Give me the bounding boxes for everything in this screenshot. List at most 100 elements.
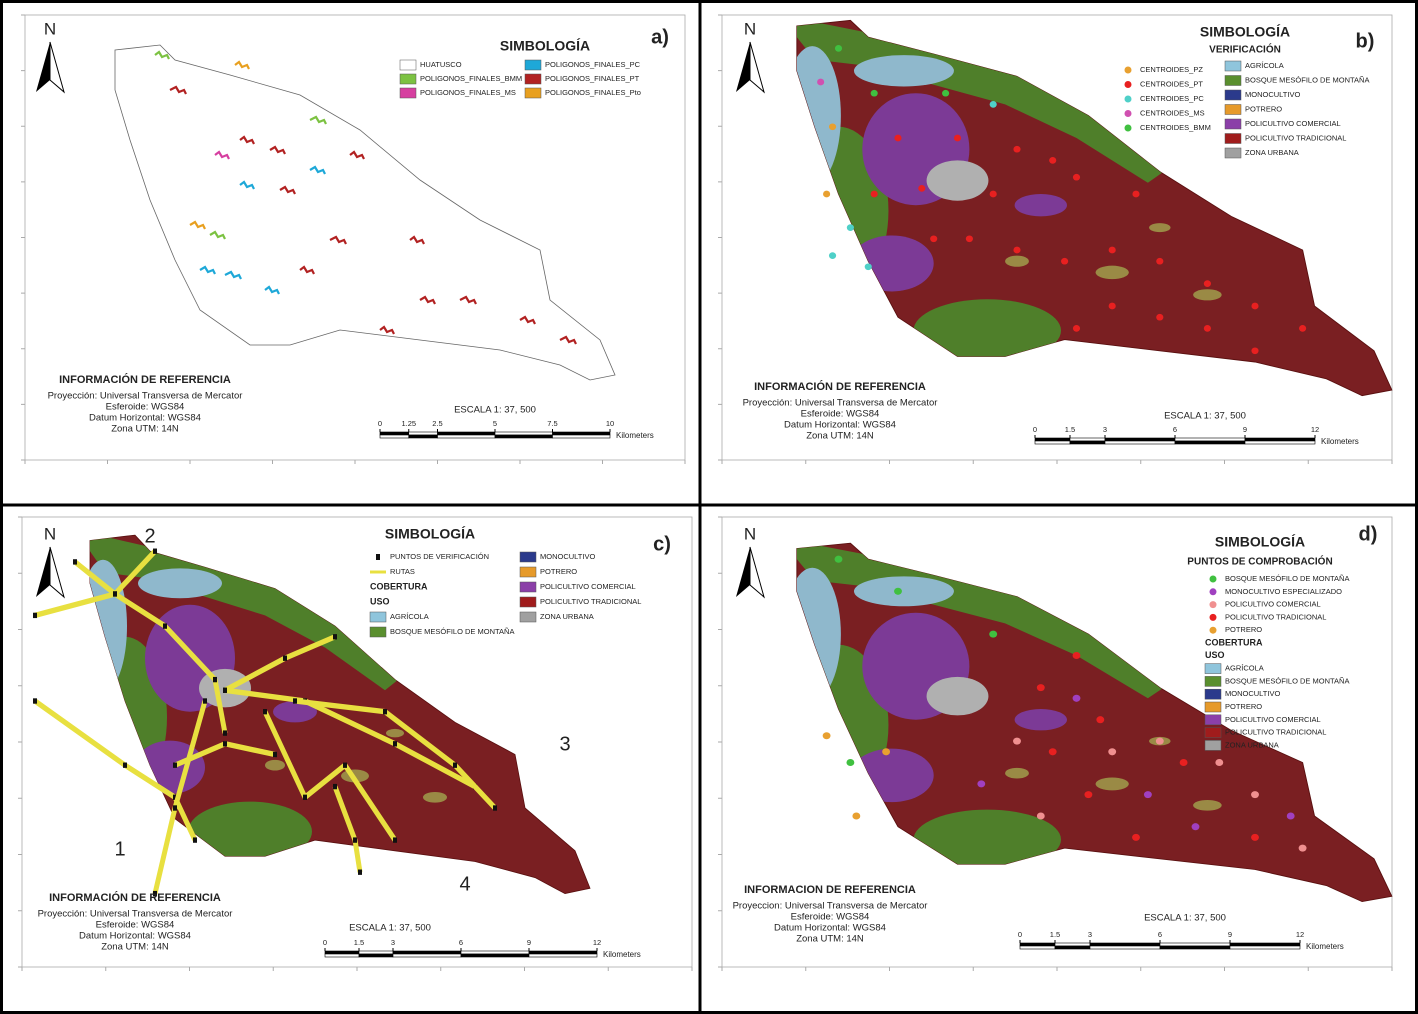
polygon-patch <box>459 295 477 305</box>
scale-tick-label: 3 <box>1088 930 1092 939</box>
verification-point <box>223 741 227 747</box>
check-point <box>1143 791 1152 799</box>
scale-bar-segment <box>392 953 462 958</box>
verification-point <box>223 687 227 693</box>
verification-point <box>113 591 117 597</box>
legend-swatch <box>1224 118 1242 130</box>
legend-label: POLIGONOS_FINALES_BMM <box>420 74 522 83</box>
legend-title: SIMBOLOGÍA <box>1215 534 1305 550</box>
legend-heading: COBERTURA <box>370 581 428 591</box>
check-point <box>1072 651 1081 660</box>
check-point <box>989 630 998 638</box>
municipality-outline <box>114 44 616 381</box>
verification-point <box>33 612 37 619</box>
centroid-point <box>864 263 872 271</box>
scale-bar-segment <box>437 431 496 436</box>
reference-line: Proyección: Universal Transversa de Merc… <box>743 398 938 409</box>
scale-tick-label: 12 <box>593 938 601 947</box>
check-point <box>1096 716 1105 724</box>
north-arrow <box>49 546 65 599</box>
legend-swatch <box>399 59 417 71</box>
polygon-patch <box>559 335 577 345</box>
legend-label: CENTROIDES_MS <box>1140 108 1205 117</box>
north-label: N <box>744 19 756 38</box>
scale-bar-segment <box>392 950 462 955</box>
scale-bar-segment <box>528 950 598 955</box>
legend-swatch <box>1224 60 1242 72</box>
scale-unit: Kilometers <box>1321 437 1359 446</box>
check-point <box>1251 833 1259 841</box>
scale-text: ESCALA 1: 37, 500 <box>1164 411 1246 422</box>
check-point <box>894 587 902 595</box>
scale-tick-label: 9 <box>1243 425 1247 434</box>
scale-tick-label: 0 <box>323 938 327 947</box>
centroid-point <box>989 190 997 198</box>
legend-swatch <box>524 87 542 99</box>
scale-unit: Kilometers <box>616 431 654 440</box>
reference-title: INFORMACIÓN DE REFERENCIA <box>49 891 221 904</box>
verification-point <box>453 762 457 768</box>
legend-heading: COBERTURA <box>1205 637 1263 647</box>
legend-title: SIMBOLOGÍA <box>1200 24 1290 40</box>
scale-bar-segment <box>1054 942 1091 947</box>
scale-bar-segment <box>528 953 598 958</box>
legend-swatch <box>1224 104 1242 115</box>
panel-tag: d) <box>1359 523 1378 545</box>
centroid-point <box>817 78 825 86</box>
check-point <box>1155 737 1164 745</box>
land-cover-patch <box>138 568 222 599</box>
land-cover-patch <box>1014 194 1067 217</box>
scale-tick-label: 0 <box>1033 425 1037 434</box>
zone-label: 2 <box>144 525 155 547</box>
scale-bar-segment <box>494 431 553 436</box>
panel-tag: a) <box>651 26 669 48</box>
scale-tick-label: 2.5 <box>432 419 442 428</box>
scale-unit: Kilometers <box>1306 942 1344 951</box>
polygon-patch <box>214 150 230 160</box>
centroid-point <box>1251 347 1259 355</box>
scale-tick-label: 7.5 <box>547 419 557 428</box>
reference-line: Zona UTM: 14N <box>796 934 864 945</box>
legend-swatch <box>1204 714 1222 726</box>
centroid-point <box>1072 325 1081 332</box>
zone-label: 3 <box>559 733 570 755</box>
centroid-point <box>894 134 902 142</box>
legend-heading: USO <box>1205 650 1225 660</box>
legend-label: POLICULTIVO TRADICIONAL <box>540 597 641 606</box>
scale-tick-label: 6 <box>1173 425 1177 434</box>
legend-label: POLIGONOS_FINALES_Pto <box>545 88 641 97</box>
legend-label: RUTAS <box>390 567 415 576</box>
legend-swatch <box>524 59 542 71</box>
legend-label: ZONA URBANA <box>540 612 594 621</box>
scale-bar-segment <box>379 434 410 439</box>
north-arrow <box>36 547 50 597</box>
verification-point <box>73 559 77 565</box>
polygon-patch <box>299 265 315 275</box>
scale-tick-label: 1.5 <box>354 938 364 947</box>
reference-line: Proyeccion: Universal Transversa de Merc… <box>733 901 928 912</box>
polygon-patch <box>154 50 170 60</box>
legend-label: POTRERO <box>1225 625 1262 634</box>
centroid-point <box>1156 257 1164 265</box>
polygon-patch <box>309 115 327 125</box>
north-label: N <box>44 524 56 543</box>
north-arrow <box>749 546 765 599</box>
scale-tick-label: 1.25 <box>401 419 416 428</box>
scale-bar-segment <box>1229 945 1301 950</box>
centroid-point <box>1203 280 1211 287</box>
centroid-point <box>828 123 837 131</box>
legend-swatch <box>519 581 537 593</box>
land-cover-patch <box>853 55 954 87</box>
legend-label: POLIGONOS_FINALES_PT <box>545 74 640 83</box>
scale-tick-label: 3 <box>391 938 395 947</box>
land-cover-patch <box>913 809 1062 870</box>
legend-swatch <box>1209 613 1217 621</box>
verification-point <box>273 751 277 758</box>
map-area <box>33 534 591 897</box>
legend-swatch <box>376 554 380 560</box>
reference-line: Esferoide: WGS84 <box>791 912 870 923</box>
scale-tick-label: 6 <box>459 938 463 947</box>
scale-unit: Kilometers <box>603 950 641 959</box>
reference-line: Datum Horizontal: WGS84 <box>784 420 896 431</box>
legend-swatch <box>369 611 387 623</box>
